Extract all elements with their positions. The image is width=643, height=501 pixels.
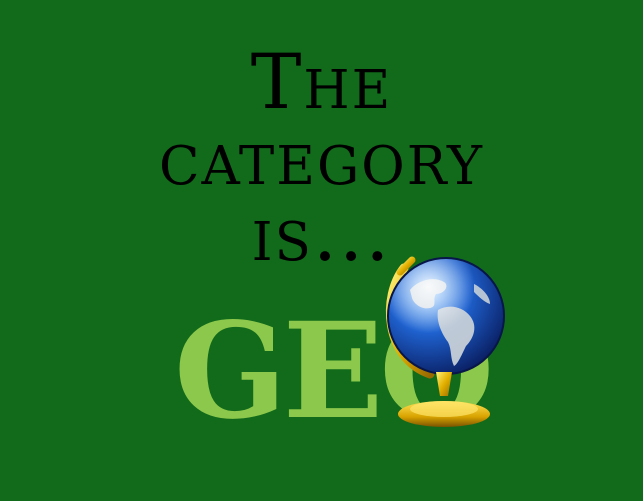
- globe-icon: [378, 246, 508, 432]
- heading-line-category: category: [158, 113, 485, 202]
- heading-line-is: is...: [251, 189, 392, 278]
- heading-line-the: The: [250, 37, 393, 126]
